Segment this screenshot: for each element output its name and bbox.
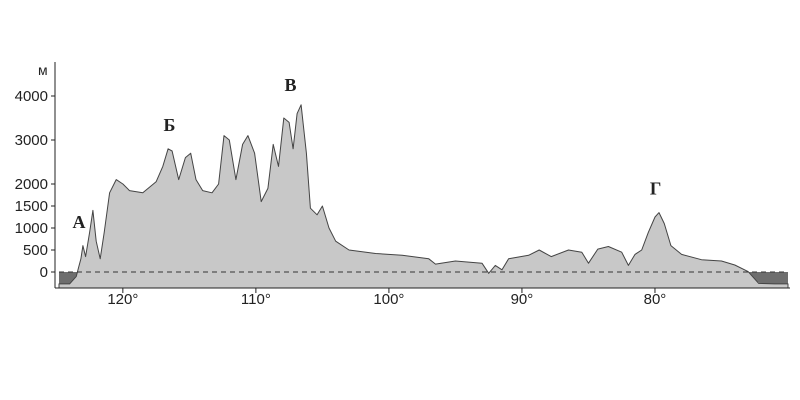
x-ticks: 120° 110° 100° 90° 80° [107,288,666,308]
y-tick-label: 4000 [15,88,48,105]
y-ticks: 0 500 1000 1500 2000 3000 4000 [15,88,55,281]
point-label: А [72,212,85,232]
x-tick-label: 120° [107,291,138,308]
land-layer [58,104,789,289]
y-tick-label: 1500 [15,198,48,215]
y-tick-label: 3000 [15,132,48,149]
point-label: Г [650,179,661,199]
y-unit-label: м [38,62,48,78]
x-tick-label: 90° [511,291,534,308]
x-tick-label: 110° [241,291,271,308]
y-tick-label: 2000 [15,176,48,193]
y-tick-label: 500 [23,242,48,259]
y-tick-label: 1000 [15,220,48,237]
x-tick-label: 80° [644,291,667,308]
point-label: Б [163,115,175,135]
relief-area [58,104,789,289]
y-tick-label: 0 [40,264,48,281]
point-label: В [284,75,296,95]
point-labels: А Б В Г [72,75,661,232]
x-tick-label: 100° [373,291,404,308]
